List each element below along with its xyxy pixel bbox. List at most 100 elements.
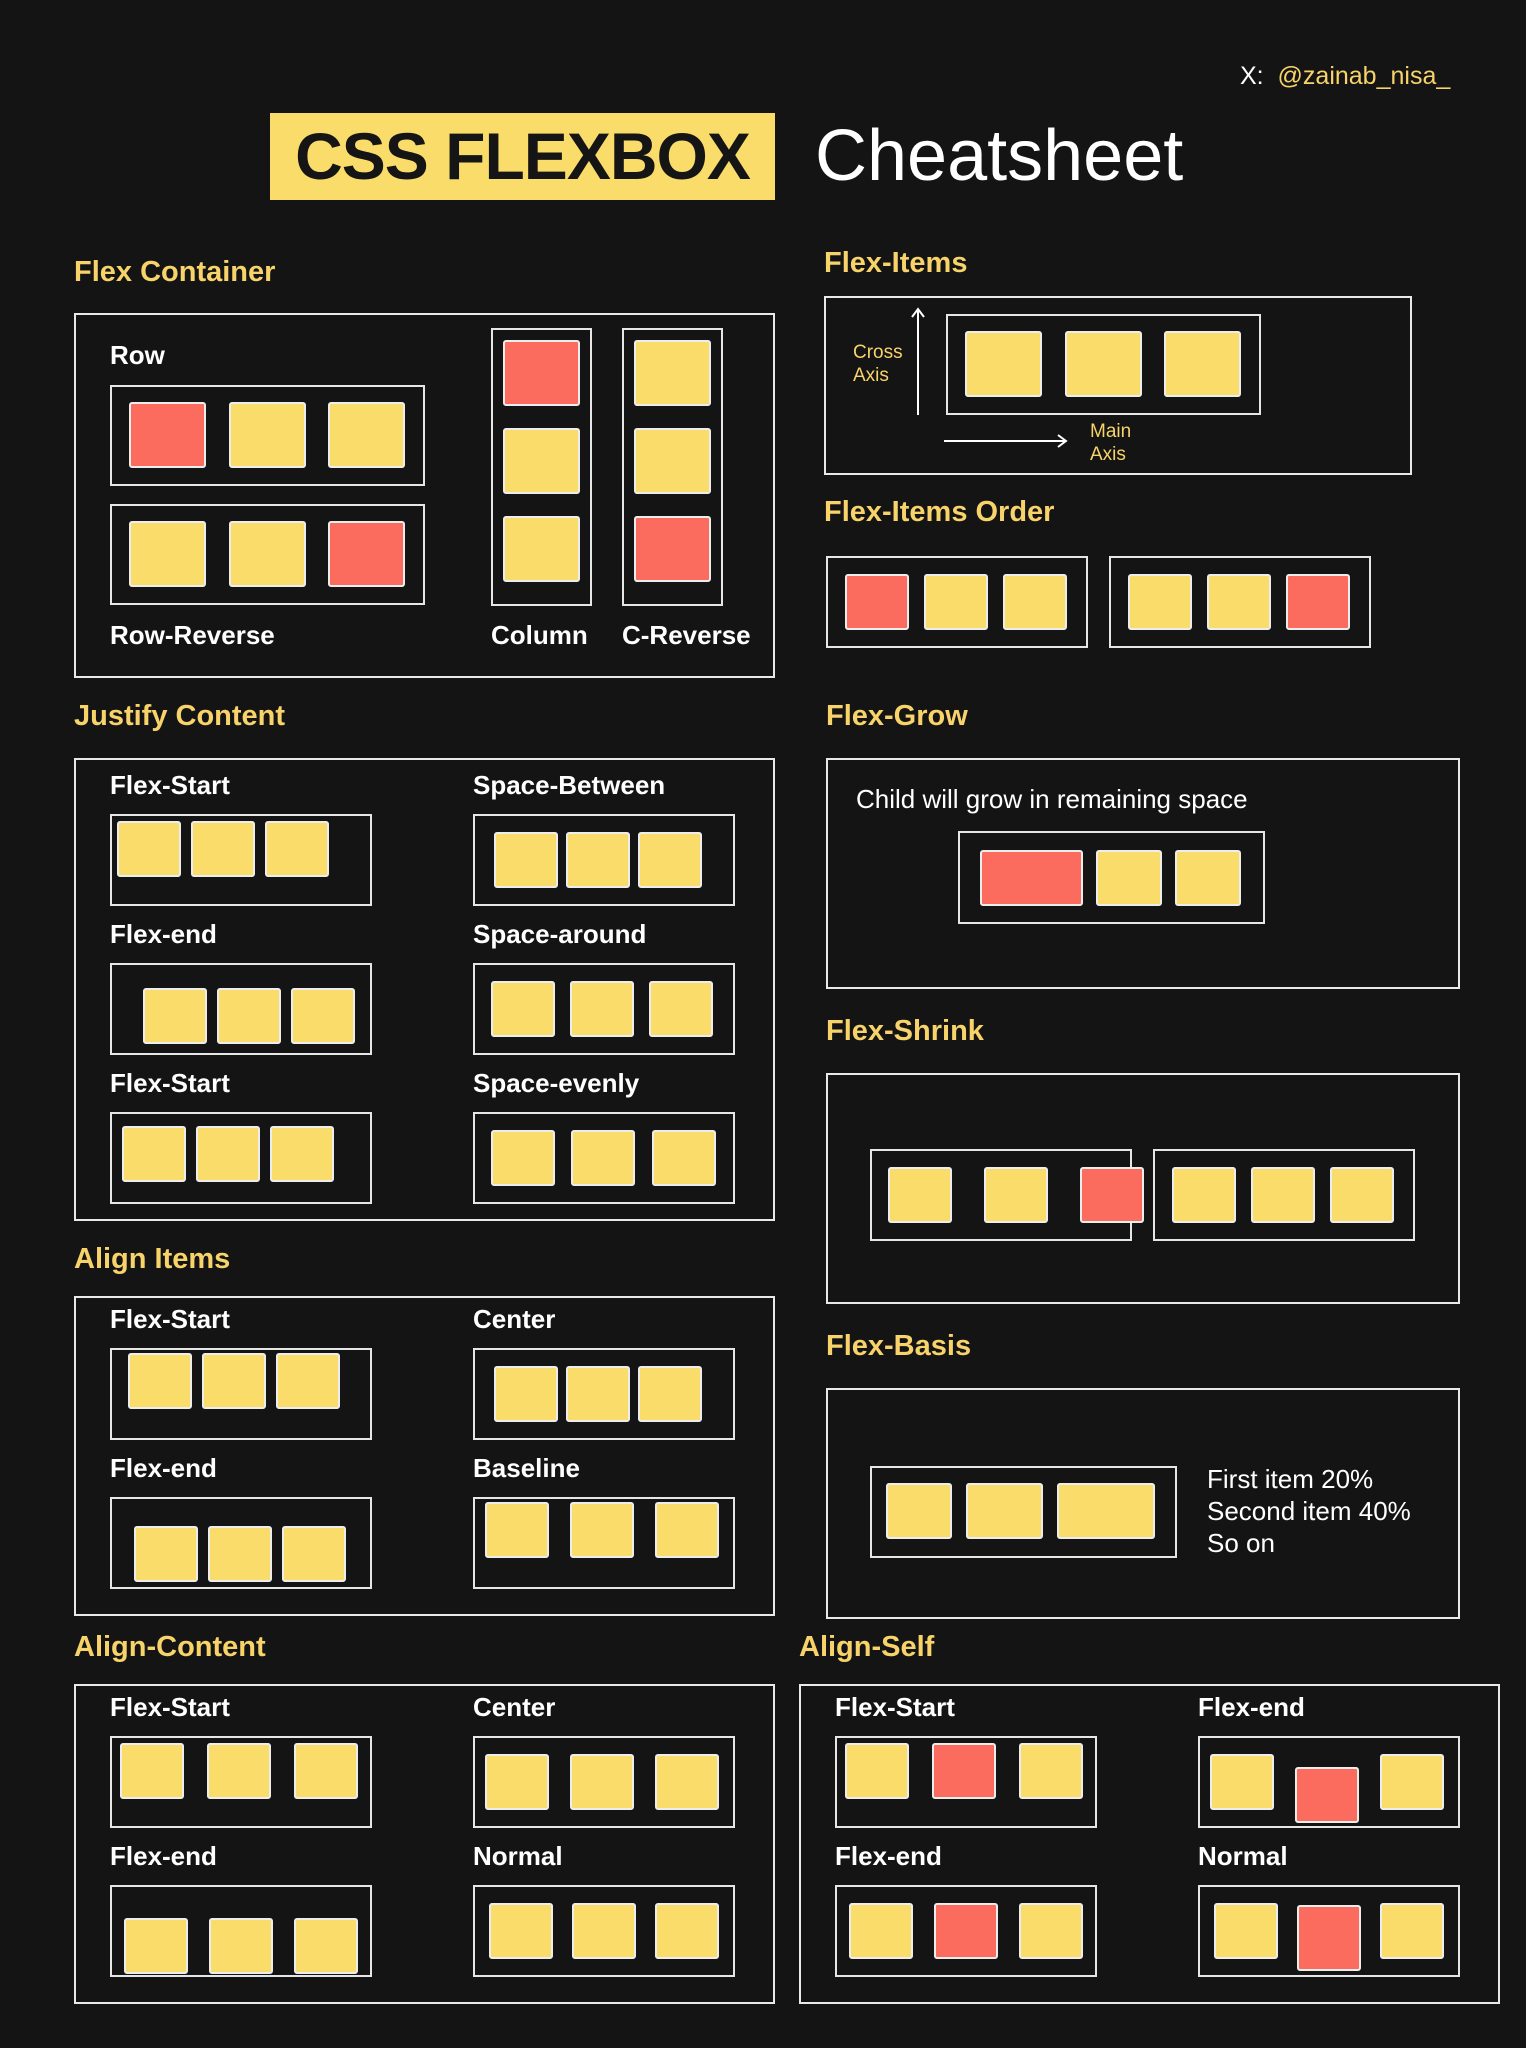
title-badge: CSS FLEXBOX: [270, 113, 775, 200]
row-label: Row: [110, 340, 165, 370]
flex-item: [984, 1167, 1048, 1223]
jc-space-around-box: [473, 963, 735, 1055]
flex-item: [934, 1903, 998, 1959]
flex-item: [1175, 850, 1241, 906]
flex-item: [652, 1130, 716, 1186]
jc-label: Space-around: [473, 919, 647, 949]
flex-item: [120, 1743, 184, 1799]
flex-item: [129, 521, 206, 587]
flex-item: [845, 574, 909, 630]
flex-item: [494, 832, 558, 888]
flex-basis-panel: [826, 1388, 1460, 1619]
as-label: Normal: [1198, 1841, 1288, 1871]
flex-item: [886, 1483, 952, 1539]
flex-item: [1172, 1167, 1236, 1223]
c-reverse-box: [622, 328, 723, 606]
flex-item: [328, 402, 405, 468]
social-prefix: X:: [1240, 62, 1264, 90]
flex-item: [207, 1743, 271, 1799]
flex-item: [655, 1502, 719, 1558]
flex-item: [570, 1502, 634, 1558]
jc-space-evenly-box: [473, 1112, 735, 1204]
jc-label: Space-evenly: [473, 1068, 640, 1098]
main-axis-arrow-icon: [944, 434, 1068, 448]
flex-item: [265, 821, 329, 877]
flex-item: [980, 850, 1083, 906]
flex-item: [649, 981, 713, 1037]
flex-item: [655, 1754, 719, 1810]
flex-items-box: [946, 314, 1261, 415]
flex-item: [202, 1353, 266, 1409]
flex-item: [134, 1526, 198, 1582]
handle-text: @zainab_nisa_: [1277, 62, 1451, 90]
flex-items-title: Flex-Items: [824, 247, 968, 279]
flex-item: [209, 1918, 273, 1974]
flex-item: [1295, 1767, 1359, 1823]
flex-item: [503, 340, 580, 406]
flex-item: [570, 1754, 634, 1810]
flex-item: [494, 1366, 558, 1422]
ac-label: Flex-Start: [110, 1692, 230, 1722]
flex-item: [1164, 331, 1241, 397]
flex-item: [1128, 574, 1192, 630]
flex-item: [276, 1353, 340, 1409]
cross-axis-arrow-icon: [911, 307, 925, 415]
flex-item: [491, 981, 555, 1037]
as-flex-start-box: [835, 1736, 1097, 1828]
flex-grow-title: Flex-Grow: [826, 700, 968, 732]
jc-label: Flex-Start: [110, 1068, 230, 1098]
ai-baseline-box: [473, 1497, 735, 1589]
flex-item: [128, 1353, 192, 1409]
flex-item: [634, 340, 711, 406]
ai-label: Baseline: [473, 1453, 580, 1483]
align-items-panel: [74, 1296, 775, 1616]
flex-item: [1297, 1905, 1361, 1971]
ac-label: Center: [473, 1692, 556, 1722]
flex-item: [294, 1918, 358, 1974]
flex-item: [294, 1743, 358, 1799]
c-reverse-label: C-Reverse: [622, 620, 751, 650]
flex-item: [1210, 1754, 1274, 1810]
ac-label: Flex-end: [110, 1841, 217, 1871]
flex-item: [638, 1366, 702, 1422]
flex-item: [1380, 1754, 1444, 1810]
flex-item: [291, 988, 355, 1044]
flex-item: [571, 1130, 635, 1186]
flex-item: [1080, 1167, 1144, 1223]
row-box: [110, 385, 425, 486]
flex-item: [1251, 1167, 1315, 1223]
order-box-1: [826, 556, 1088, 648]
flex-item: [634, 516, 711, 582]
flex-item: [1286, 574, 1350, 630]
flex-item: [229, 402, 306, 468]
flex-basis-line: So on: [1207, 1528, 1275, 1558]
flex-item: [570, 981, 634, 1037]
row-reverse-label: Row-Reverse: [110, 620, 275, 650]
flex-item: [129, 402, 206, 468]
flex-container-panel: [74, 313, 775, 678]
justify-content-title: Justify Content: [74, 700, 286, 732]
social-handle: X: @zainab_nisa_: [1240, 62, 1450, 91]
flex-item: [485, 1754, 549, 1810]
flex-item: [229, 521, 306, 587]
flex-item: [1207, 574, 1271, 630]
flex-item: [1019, 1743, 1083, 1799]
column-label: Column: [491, 620, 588, 650]
flex-shrink-box-2: [1153, 1149, 1415, 1241]
as-label: Flex-end: [1198, 1692, 1305, 1722]
align-items-title: Align Items: [74, 1243, 231, 1275]
flex-item: [849, 1903, 913, 1959]
flex-basis-line: First item 20%: [1207, 1464, 1374, 1494]
flex-basis-title: Flex-Basis: [826, 1330, 972, 1362]
ac-flex-end-box: [110, 1885, 372, 1977]
flex-item: [888, 1167, 952, 1223]
flex-item: [932, 1743, 996, 1799]
jc-label: Flex-Start: [110, 770, 230, 800]
jc-label: Space-Between: [473, 770, 666, 800]
flex-basis-line: Second item 40%: [1207, 1496, 1411, 1526]
flex-item: [503, 428, 580, 494]
jc-flex-end-box: [110, 963, 372, 1055]
as-normal-box: [1198, 1885, 1460, 1977]
ai-label: Center: [473, 1304, 556, 1334]
flex-shrink-title: Flex-Shrink: [826, 1015, 984, 1047]
